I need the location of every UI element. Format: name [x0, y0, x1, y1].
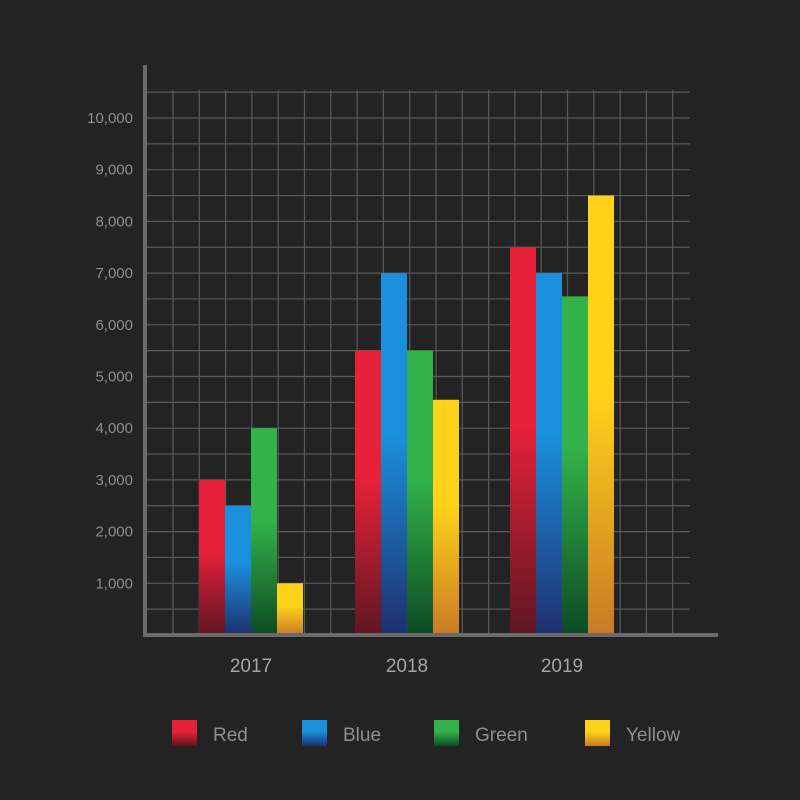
legend: Red Blue Green Yellow — [172, 720, 681, 746]
bar-green-2017 — [251, 428, 277, 635]
y-tick-label: 7,000 — [95, 265, 133, 282]
legend-swatch-red — [172, 720, 197, 746]
y-tick-label: 6,000 — [95, 317, 133, 334]
x-category-label: 2018 — [386, 656, 428, 677]
bar-yellow-2017 — [277, 583, 303, 635]
y-tick-label: 9,000 — [95, 162, 133, 179]
y-tick-label: 3,000 — [95, 472, 133, 489]
y-tick-label: 8,000 — [95, 213, 133, 230]
legend-label-red: Red — [213, 725, 248, 746]
bar-red-2019 — [510, 247, 536, 635]
bar-blue-2017 — [225, 505, 251, 635]
bar-blue-2018 — [381, 273, 407, 635]
y-tick-label: 1,000 — [95, 575, 133, 592]
x-category-label: 2017 — [230, 656, 272, 677]
bar-green-2019 — [562, 296, 588, 635]
y-tick-label: 5,000 — [95, 369, 133, 386]
y-tick-label: 10,000 — [87, 110, 133, 127]
legend-swatch-green — [434, 720, 459, 746]
legend-swatch-yellow — [585, 720, 610, 746]
bar-blue-2019 — [536, 273, 562, 635]
legend-swatch-blue — [302, 720, 327, 746]
bar-green-2018 — [407, 350, 433, 635]
y-tick-label: 2,000 — [95, 524, 133, 541]
legend-label-yellow: Yellow — [626, 725, 681, 746]
legend-label-green: Green — [475, 725, 528, 746]
y-tick-label: 4,000 — [95, 420, 133, 437]
axes — [143, 65, 718, 637]
x-category-label: 2019 — [541, 656, 583, 677]
legend-label-blue: Blue — [343, 725, 381, 746]
x-category-labels: 2017 2018 2019 — [230, 656, 583, 677]
bars — [199, 195, 614, 636]
bar-yellow-2019 — [588, 195, 614, 636]
bar-red-2018 — [355, 350, 381, 635]
bar-red-2017 — [199, 479, 225, 635]
bar-yellow-2018 — [433, 399, 459, 635]
y-tick-labels: 1,000 2,000 3,000 4,000 5,000 6,000 7,000 8,000… — [87, 110, 133, 592]
